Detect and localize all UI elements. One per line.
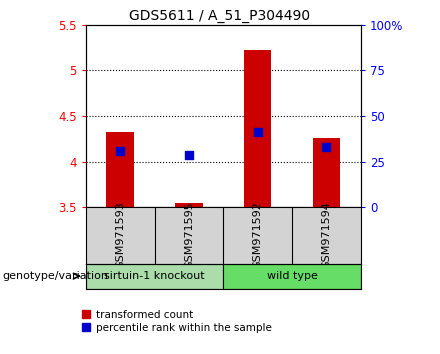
Point	[117, 148, 124, 153]
Bar	[86, 264, 224, 289]
Bar	[313, 138, 340, 207]
Bar	[106, 132, 134, 207]
Point	[323, 144, 330, 150]
Point	[185, 152, 192, 158]
Text: GSM971593: GSM971593	[115, 201, 125, 269]
Text: GSM971594: GSM971594	[322, 201, 331, 269]
Text: GSM971595: GSM971595	[184, 201, 194, 269]
Bar	[244, 50, 271, 207]
Text: GSM971592: GSM971592	[253, 201, 263, 269]
Text: sirtuin-1 knockout: sirtuin-1 knockout	[104, 271, 205, 281]
Bar	[175, 204, 203, 207]
Text: genotype/variation: genotype/variation	[2, 271, 108, 281]
Text: wild type: wild type	[267, 271, 318, 281]
Point	[254, 130, 261, 135]
Bar	[224, 264, 361, 289]
Legend: transformed count, percentile rank within the sample: transformed count, percentile rank withi…	[82, 310, 271, 333]
Text: GDS5611 / A_51_P304490: GDS5611 / A_51_P304490	[129, 9, 311, 23]
